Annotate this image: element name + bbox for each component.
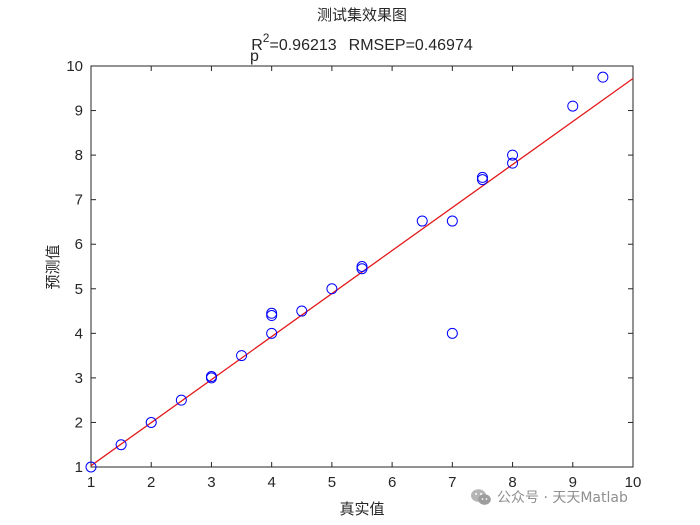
data-point	[446, 327, 458, 339]
watermark: 公众号 · 天天Matlab	[470, 487, 628, 507]
watermark-text: 公众号 · 天天Matlab	[497, 490, 628, 506]
r-value: =0.96213	[269, 37, 336, 54]
y-tick-label: 3	[75, 370, 83, 387]
x-axis-label: 真实值	[339, 500, 384, 518]
data-point	[145, 416, 157, 428]
tick-labels: 1 2 3 4 5 6 7 8 9 10 1 2 3 4 5 6 7 8 9 10	[66, 58, 641, 491]
r-subscript: p	[250, 48, 259, 65]
y-tick-label: 4	[75, 325, 83, 342]
y-tick-label: 8	[75, 147, 83, 164]
x-tick-label: 8	[508, 474, 516, 491]
data-point	[266, 307, 278, 319]
y-tick-label: 5	[75, 281, 83, 298]
data-point	[85, 461, 97, 473]
rmsep-value: RMSEP=0.46974	[349, 37, 473, 54]
x-tick-label: 2	[147, 474, 155, 491]
data-point	[115, 439, 127, 451]
data-point	[446, 215, 458, 227]
r-superscript: 2	[263, 31, 270, 45]
data-point	[326, 283, 338, 295]
x-tick-label: 4	[267, 474, 275, 491]
y-axis-label: 预测值	[44, 244, 62, 289]
chart-title: 测试集效果图	[317, 6, 407, 24]
x-tick-label: 10	[625, 474, 642, 491]
data-point	[236, 350, 248, 362]
chart-subtitle: R2=0.96213 RMSEP=0.46974	[251, 31, 473, 54]
data-point	[205, 371, 217, 383]
axis-ticks	[90, 65, 634, 468]
data-points	[85, 71, 609, 473]
plot-area	[90, 65, 634, 468]
y-tick-label: 6	[75, 236, 83, 253]
data-point	[476, 171, 488, 183]
fit-line	[90, 77, 634, 467]
x-tick-label: 1	[87, 474, 95, 491]
data-point	[567, 100, 579, 112]
y-tick-label: 2	[75, 414, 83, 431]
data-point	[507, 149, 519, 161]
fit-line-group	[90, 77, 634, 467]
x-tick-label: 5	[328, 474, 336, 491]
data-point	[266, 327, 278, 339]
data-point	[175, 394, 187, 406]
x-tick-label: 9	[569, 474, 577, 491]
data-point	[416, 215, 428, 227]
y-tick-label: 10	[66, 58, 83, 75]
y-tick-label: 9	[75, 103, 83, 120]
x-tick-label: 7	[448, 474, 456, 491]
y-tick-label: 7	[75, 192, 83, 209]
data-point	[356, 261, 368, 272]
data-point	[597, 71, 609, 83]
wechat-icon	[471, 489, 491, 505]
x-tick-label: 6	[388, 474, 396, 491]
data-point	[507, 157, 519, 169]
y-tick-label: 1	[75, 459, 83, 476]
r-symbol: R	[251, 37, 263, 54]
data-point	[296, 305, 308, 317]
x-tick-label: 3	[207, 474, 215, 491]
